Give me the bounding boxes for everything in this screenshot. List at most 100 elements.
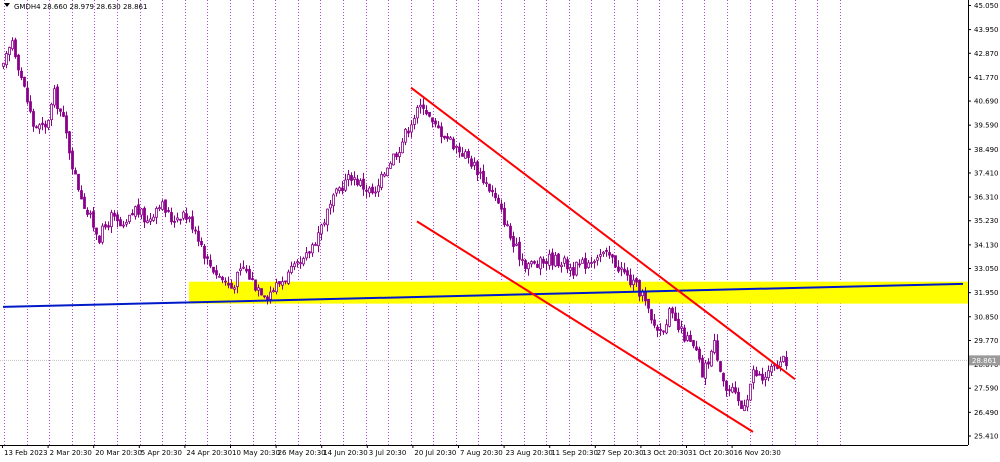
candle-body: [780, 362, 782, 367]
candle-body: [114, 213, 116, 216]
candle: [69, 131, 71, 160]
candle: [309, 251, 311, 258]
x-tick-label: 24 Apr 20:30: [186, 449, 232, 457]
candle-body: [207, 257, 209, 259]
candle: [783, 356, 785, 363]
candle-body: [120, 220, 122, 226]
candle: [198, 226, 200, 246]
candle-body: [594, 261, 596, 262]
candle-body: [735, 388, 737, 393]
candle: [48, 119, 50, 130]
candle: [762, 368, 764, 384]
candle-body: [243, 267, 245, 268]
candle-body: [324, 223, 326, 224]
candle: [114, 210, 116, 221]
candle: [384, 172, 386, 177]
candle: [192, 210, 194, 233]
candle: [447, 133, 449, 142]
candle: [204, 244, 206, 264]
candle-body: [381, 174, 383, 187]
candle: [591, 257, 593, 268]
candle-body: [213, 267, 215, 272]
candle: [786, 351, 788, 370]
candle-body: [309, 252, 311, 253]
candle-body: [51, 104, 53, 119]
candle: [585, 253, 587, 274]
candle-body: [342, 188, 344, 191]
candle: [354, 171, 356, 185]
candle-body: [717, 341, 719, 360]
candle: [459, 143, 461, 158]
candle: [453, 137, 455, 151]
candle-body: [684, 328, 686, 341]
candle-body: [396, 154, 398, 157]
candle-body: [765, 377, 767, 379]
candle: [738, 388, 740, 406]
candle-body: [303, 258, 305, 263]
candle: [78, 174, 80, 192]
candle-body: [453, 139, 455, 149]
candle: [12, 37, 14, 50]
candle: [297, 259, 299, 267]
x-tick-label: 27 Sep 20:30: [597, 449, 644, 457]
candle-body: [624, 269, 626, 272]
candle: [9, 47, 11, 62]
candle: [771, 364, 773, 376]
candle: [759, 371, 761, 375]
candle-body: [768, 371, 770, 378]
candle-body: [750, 384, 752, 400]
candle: [474, 157, 476, 170]
candle-body: [738, 392, 740, 401]
candle: [405, 128, 407, 145]
candle-body: [648, 299, 650, 308]
candle-body: [300, 263, 302, 264]
candle: [144, 206, 146, 228]
candle-body: [375, 192, 377, 193]
x-tick-label: 20 Mar 20:30: [95, 449, 142, 457]
candle: [606, 248, 608, 257]
candle-body: [111, 213, 113, 227]
candle: [744, 400, 746, 411]
y-tick-label: 41.770: [974, 74, 999, 82]
candle: [516, 238, 518, 247]
candle: [672, 307, 674, 319]
candle-body: [762, 374, 764, 380]
y-tick-label: 26.490: [974, 409, 999, 417]
candle: [96, 228, 98, 240]
candle: [567, 257, 569, 273]
symbol-header: GMDH4 28.660 28.979 28.630 28.861: [4, 3, 147, 11]
candle: [417, 105, 419, 124]
x-tick-label: 26 May 20:30: [278, 449, 326, 457]
candle-body: [708, 362, 710, 364]
candle-body: [264, 296, 266, 297]
candle: [138, 198, 140, 217]
candle-body: [606, 250, 608, 251]
candle-body: [501, 204, 503, 209]
candle-body: [558, 254, 560, 266]
candle-body: [672, 308, 674, 313]
candle: [561, 262, 563, 273]
candle: [726, 380, 728, 397]
candle-body: [273, 291, 275, 292]
candle-body: [600, 255, 602, 257]
candle: [555, 252, 557, 267]
y-tick-label: 38.490: [974, 146, 999, 154]
y-tick-label: 34.130: [974, 241, 999, 249]
candle: [624, 263, 626, 275]
candle: [600, 249, 602, 262]
candle: [657, 325, 659, 337]
candle-body: [54, 89, 56, 105]
candle-body: [225, 281, 227, 282]
candle-body: [531, 262, 533, 264]
candle: [750, 384, 752, 401]
candle: [54, 85, 56, 108]
candle-body: [156, 208, 158, 217]
candle-body: [312, 245, 314, 253]
candle-body: [459, 147, 461, 152]
candle: [663, 330, 665, 335]
candle-body: [444, 136, 446, 138]
candle: [732, 383, 734, 393]
x-tick-label: 23 Aug 20:30: [506, 449, 553, 457]
y-tick-label: 30.850: [974, 313, 999, 321]
